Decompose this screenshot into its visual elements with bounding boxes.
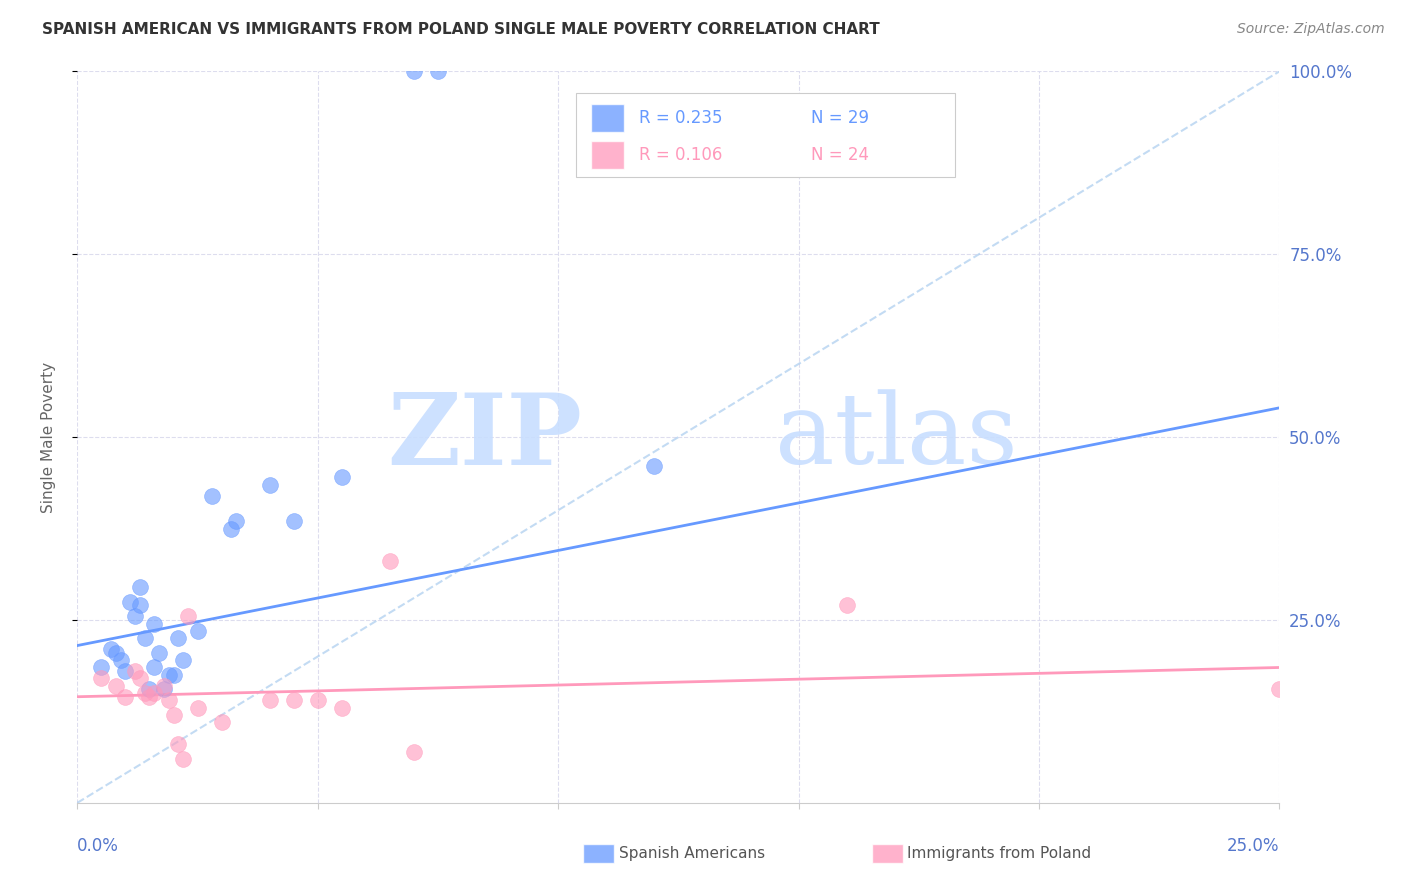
Point: [138, 690, 160, 704]
Point: [104, 646, 127, 660]
Point: [110, 653, 132, 667]
Text: 0.0%: 0.0%: [77, 837, 120, 855]
Point: [162, 667, 184, 681]
Point: [120, 594, 142, 608]
Text: N = 24: N = 24: [811, 145, 869, 164]
Text: Spanish Americans: Spanish Americans: [619, 847, 765, 861]
Point: [128, 599, 150, 613]
Point: [162, 708, 184, 723]
Text: R = 0.235: R = 0.235: [638, 109, 723, 128]
Point: [177, 609, 200, 624]
Point: [835, 599, 858, 613]
FancyBboxPatch shape: [591, 141, 624, 169]
Point: [114, 664, 136, 678]
FancyBboxPatch shape: [576, 94, 955, 178]
Point: [330, 700, 353, 714]
Text: Source: ZipAtlas.com: Source: ZipAtlas.com: [1237, 22, 1385, 37]
Point: [378, 554, 401, 568]
Point: [172, 752, 194, 766]
Point: [128, 672, 150, 686]
Point: [307, 693, 329, 707]
Point: [259, 477, 281, 491]
Point: [283, 514, 305, 528]
Point: [134, 686, 156, 700]
Point: [153, 682, 176, 697]
Point: [143, 616, 166, 631]
Point: [219, 521, 242, 535]
Text: R = 0.106: R = 0.106: [638, 145, 723, 164]
Text: Immigrants from Poland: Immigrants from Poland: [907, 847, 1091, 861]
Point: [225, 514, 247, 528]
Point: [143, 686, 166, 700]
FancyBboxPatch shape: [591, 104, 624, 132]
Text: 25.0%: 25.0%: [1227, 837, 1279, 855]
Point: [187, 700, 209, 714]
Point: [157, 667, 180, 681]
Point: [143, 660, 166, 674]
Point: [167, 737, 190, 751]
Point: [104, 679, 127, 693]
Text: N = 29: N = 29: [811, 109, 869, 128]
Point: [148, 646, 170, 660]
Text: SPANISH AMERICAN VS IMMIGRANTS FROM POLAND SINGLE MALE POVERTY CORRELATION CHART: SPANISH AMERICAN VS IMMIGRANTS FROM POLA…: [42, 22, 880, 37]
Point: [1268, 682, 1291, 697]
Point: [124, 664, 146, 678]
Point: [211, 715, 233, 730]
Point: [259, 693, 281, 707]
Point: [138, 682, 160, 697]
Point: [187, 624, 209, 638]
Point: [330, 470, 353, 484]
Point: [128, 580, 150, 594]
Point: [114, 690, 136, 704]
Point: [157, 693, 180, 707]
Point: [90, 672, 112, 686]
Text: ZIP: ZIP: [387, 389, 582, 485]
Point: [172, 653, 194, 667]
Point: [201, 489, 224, 503]
Point: [427, 64, 450, 78]
Y-axis label: Single Male Poverty: Single Male Poverty: [42, 361, 56, 513]
Point: [124, 609, 146, 624]
Point: [134, 632, 156, 646]
Point: [643, 459, 665, 474]
Point: [153, 679, 176, 693]
Text: atlas: atlas: [775, 389, 1018, 485]
Point: [167, 632, 190, 646]
Point: [100, 642, 122, 657]
Point: [402, 745, 425, 759]
Point: [90, 660, 112, 674]
Point: [283, 693, 305, 707]
Point: [402, 64, 425, 78]
